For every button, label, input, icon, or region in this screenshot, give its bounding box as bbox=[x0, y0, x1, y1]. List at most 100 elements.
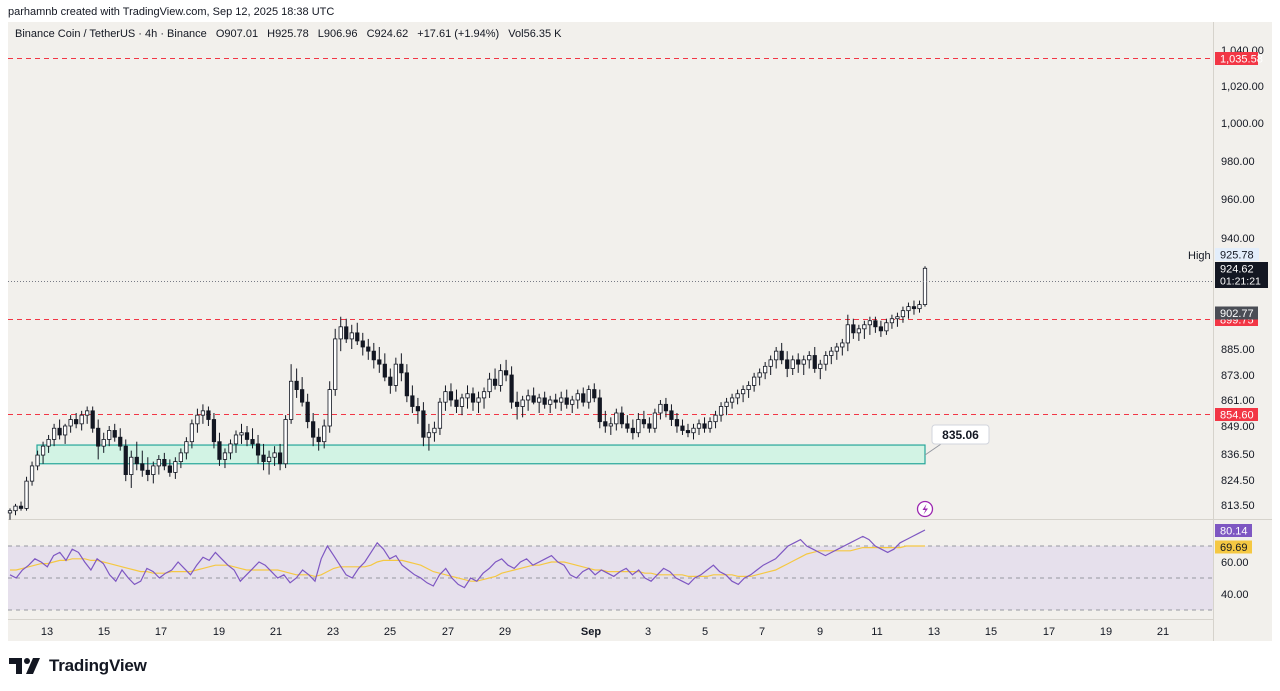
candle-body bbox=[355, 332, 360, 342]
candle-body bbox=[691, 427, 696, 434]
legend-close: C924.62 bbox=[366, 28, 409, 40]
candle-body bbox=[311, 421, 316, 438]
candle-body bbox=[283, 419, 288, 465]
candle-body bbox=[404, 372, 409, 397]
candle-body bbox=[305, 401, 310, 423]
price-tick-label: 861.00 bbox=[1221, 395, 1255, 407]
time-tick-label: 9 bbox=[817, 626, 823, 638]
candle-body bbox=[35, 454, 40, 467]
price-tick-label: 849.00 bbox=[1221, 421, 1255, 433]
candle-body bbox=[840, 342, 845, 348]
candle-body bbox=[266, 456, 272, 462]
candle-body bbox=[774, 350, 779, 361]
legend-low: L906.96 bbox=[317, 28, 358, 40]
candle-body bbox=[145, 469, 150, 475]
price-tick-label: 940.00 bbox=[1221, 233, 1255, 245]
candle-body bbox=[834, 346, 839, 352]
candle-body bbox=[917, 304, 922, 310]
level-badge bbox=[1215, 408, 1258, 421]
time-tick-label: 15 bbox=[98, 626, 110, 638]
candle-body bbox=[911, 306, 917, 310]
chart-pane[interactable] bbox=[8, 22, 1272, 641]
candle-body bbox=[393, 363, 398, 386]
candle-body bbox=[63, 425, 68, 436]
candle-body bbox=[658, 403, 663, 414]
candle-body bbox=[277, 452, 283, 465]
candle-body bbox=[768, 359, 773, 367]
candle-body bbox=[112, 430, 117, 438]
tradingview-logo[interactable]: TradingView bbox=[9, 656, 147, 676]
candle-body bbox=[415, 406, 421, 412]
candle-body bbox=[239, 432, 244, 436]
candle-body bbox=[437, 401, 443, 429]
time-tick-label: 5 bbox=[702, 626, 708, 638]
candle-body bbox=[261, 454, 266, 462]
candle-body bbox=[718, 406, 724, 416]
legend-symbol[interactable]: Binance Coin / TetherUS · 4h · Binance bbox=[15, 28, 207, 40]
candle-body bbox=[625, 423, 630, 429]
candle-body bbox=[118, 436, 123, 447]
candle-body bbox=[228, 443, 233, 454]
price-tick-label: 1,020.00 bbox=[1221, 81, 1264, 93]
candle-body bbox=[597, 397, 602, 423]
candle-body bbox=[90, 410, 95, 429]
candle-body bbox=[300, 389, 305, 403]
candle-body bbox=[29, 465, 35, 482]
candle-body bbox=[57, 427, 62, 436]
time-tick-label: 27 bbox=[442, 626, 454, 638]
legend-change: +17.61 (+1.94%) bbox=[417, 28, 500, 40]
price-tick-label: 836.50 bbox=[1221, 449, 1255, 461]
candle-body bbox=[421, 410, 426, 438]
candle-body bbox=[51, 427, 57, 440]
candle-body bbox=[922, 267, 928, 306]
candle-body bbox=[636, 419, 641, 434]
candle-body bbox=[222, 452, 228, 460]
candle-body bbox=[845, 324, 850, 344]
candle-body bbox=[873, 320, 878, 328]
candle-body bbox=[151, 465, 156, 475]
level-badge-label: 1,035.58 bbox=[1220, 54, 1263, 66]
candle-body bbox=[74, 419, 79, 425]
candle-body bbox=[476, 397, 481, 403]
candle-body bbox=[867, 320, 872, 326]
price-tick-label: 824.50 bbox=[1221, 475, 1255, 487]
callout-box bbox=[931, 424, 990, 445]
candle-body bbox=[608, 423, 613, 427]
candle-body bbox=[24, 480, 29, 509]
candle-body bbox=[531, 395, 536, 403]
time-tick-label: 7 bbox=[759, 626, 765, 638]
time-tick-label: 17 bbox=[155, 626, 167, 638]
candle-body bbox=[129, 456, 134, 475]
candle-body bbox=[79, 414, 84, 425]
candle-body bbox=[548, 399, 553, 405]
candle-body bbox=[553, 399, 558, 403]
candle-body bbox=[878, 326, 884, 332]
candle-body bbox=[492, 378, 498, 386]
rsi-tick-label: 40.00 bbox=[1221, 589, 1249, 601]
candle-body bbox=[316, 436, 321, 443]
candle-body bbox=[702, 423, 707, 429]
candle-body bbox=[906, 306, 911, 312]
candle-body bbox=[195, 414, 200, 425]
candle-body bbox=[509, 374, 514, 403]
candle-body bbox=[338, 326, 343, 340]
candle-body bbox=[377, 359, 382, 365]
rsi-ma-badge bbox=[1215, 540, 1252, 554]
tradingview-logo-icon bbox=[9, 658, 40, 674]
candle-body bbox=[255, 443, 261, 456]
candle-body bbox=[559, 397, 564, 403]
candle-body bbox=[426, 432, 432, 438]
level-badge-label: 854.60 bbox=[1220, 410, 1254, 422]
candle-body bbox=[779, 350, 784, 361]
candle-body bbox=[630, 427, 635, 434]
candle-body bbox=[200, 410, 206, 416]
candle-body bbox=[217, 441, 222, 460]
time-tick-label: 19 bbox=[1100, 626, 1112, 638]
candle-body bbox=[801, 359, 806, 365]
rsi-value-badge bbox=[1215, 524, 1252, 537]
candle-body bbox=[862, 324, 867, 330]
level-badge bbox=[1215, 52, 1258, 65]
candle-body bbox=[250, 439, 255, 445]
price-tick-label: 960.00 bbox=[1221, 194, 1255, 206]
